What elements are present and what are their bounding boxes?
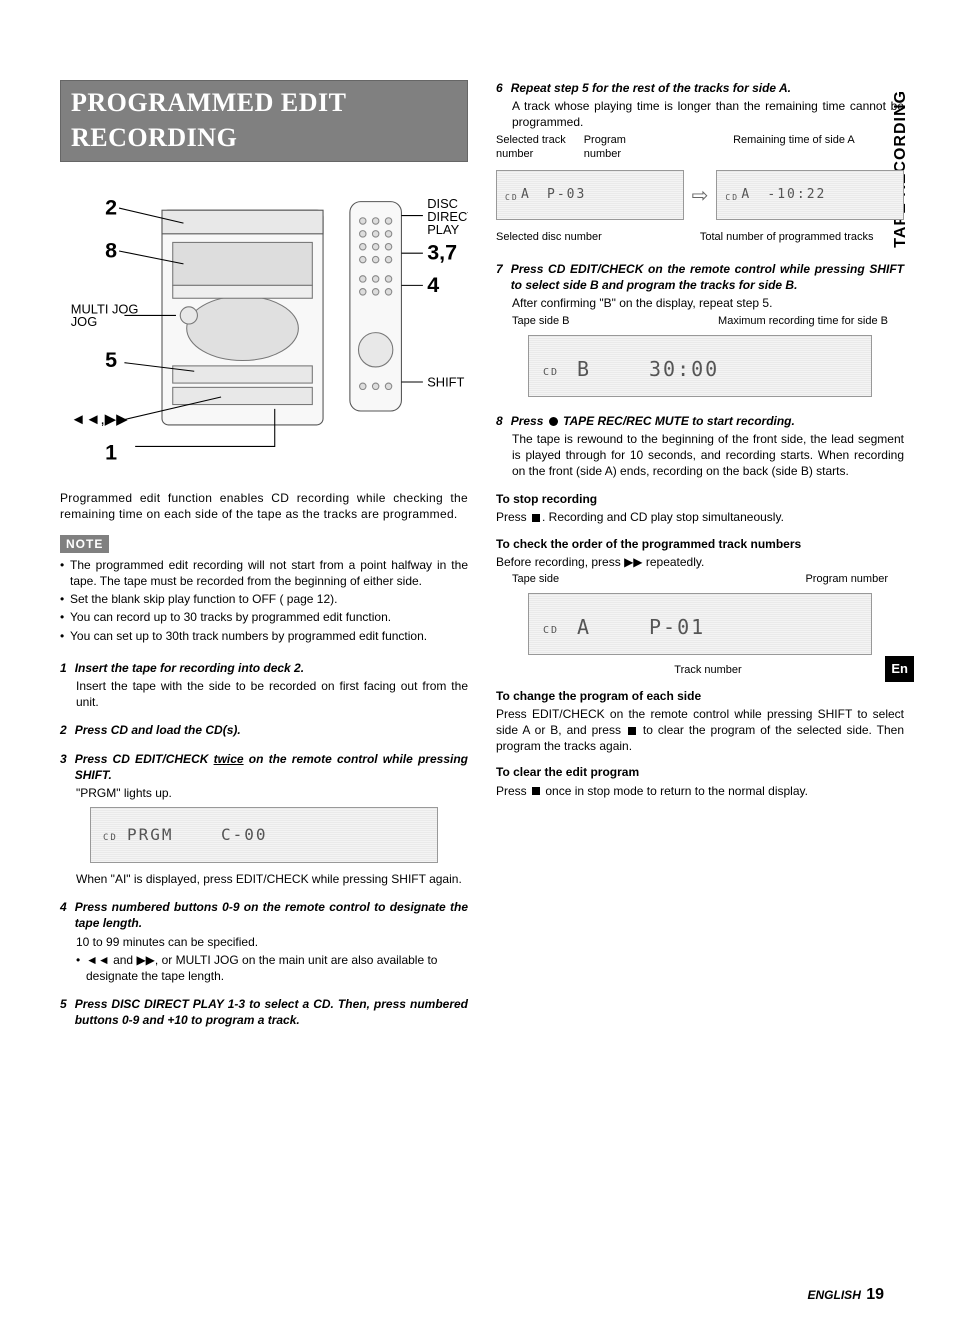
note-list: The programmed edit recording will not s…: [60, 557, 468, 644]
stop-icon: [532, 787, 540, 795]
lcd-display: CD B 30:00: [528, 335, 872, 397]
step-3: 3 Press CD EDIT/CHECK twice on the remot…: [60, 751, 468, 888]
right-column: 6Repeat step 5 for the rest of the track…: [496, 80, 904, 1041]
svg-text:5: 5: [105, 348, 117, 372]
note-item: The programmed edit recording will not s…: [60, 557, 468, 589]
sub-clear: To clear the edit program Press once in …: [496, 764, 904, 798]
svg-text:2: 2: [105, 196, 117, 220]
step-8: 8 Press TAPE REC/REC MUTE to start recor…: [496, 413, 904, 480]
svg-text:◄◄,▶▶: ◄◄,▶▶: [71, 411, 128, 428]
intro-text: Programmed edit function enables CD reco…: [60, 490, 468, 522]
step-7: 7Press CD EDIT/CHECK on the remote contr…: [496, 261, 904, 396]
page-footer: ENGLISH 19: [808, 1284, 884, 1306]
note-item: You can set up to 30th track numbers by …: [60, 628, 468, 644]
svg-text:PLAY: PLAY: [427, 222, 459, 237]
note-item: You can record up to 30 tracks by progra…: [60, 609, 468, 625]
lcd-display: CD A P-03: [496, 170, 684, 220]
note-header: NOTE: [60, 535, 109, 553]
lcd-display: CD PRGM C-00: [90, 807, 438, 863]
sub-check: To check the order of the programmed tra…: [496, 536, 904, 678]
section-title: PROGRAMMED EDIT RECORDING: [60, 80, 468, 162]
step-6: 6Repeat step 5 for the rest of the track…: [496, 80, 904, 245]
svg-text:4: 4: [427, 273, 439, 297]
side-tab: TAPE RECORDING: [890, 90, 912, 248]
lcd-display: CD A -10:22: [716, 170, 904, 220]
stop-icon: [628, 727, 636, 735]
svg-text:8: 8: [105, 239, 117, 263]
svg-text:1: 1: [105, 440, 117, 464]
note-block: NOTE The programmed edit recording will …: [60, 535, 468, 644]
svg-text:SHIFT: SHIFT: [427, 374, 464, 389]
note-item: Set the blank skip play function to OFF …: [60, 591, 468, 607]
svg-text:3,7: 3,7: [427, 241, 457, 265]
step-2: 2Press CD and load the CD(s).: [60, 722, 468, 738]
left-column: PROGRAMMED EDIT RECORDING: [60, 80, 468, 1041]
lcd-display: CD A P-01: [528, 593, 872, 655]
stop-icon: [532, 514, 540, 522]
arrow-icon: ⇨: [692, 183, 709, 210]
svg-text:JOG: JOG: [71, 314, 97, 329]
record-icon: [549, 417, 558, 426]
sub-stop: To stop recording Press . Recording and …: [496, 491, 904, 525]
step-5: 5Press DISC DIRECT PLAY 1-3 to select a …: [60, 996, 468, 1028]
step-1: 1Insert the tape for recording into deck…: [60, 660, 468, 711]
step-4: 4Press numbered buttons 0-9 on the remot…: [60, 899, 468, 984]
two-column-layout: PROGRAMMED EDIT RECORDING: [60, 80, 904, 1041]
device-diagram: 2 8 MULTI JOG JOG 5 ◄◄,▶▶ 1 DISC DIRECT …: [60, 178, 468, 472]
sub-change: To change the program of each side Press…: [496, 688, 904, 755]
language-badge: En: [885, 656, 914, 682]
